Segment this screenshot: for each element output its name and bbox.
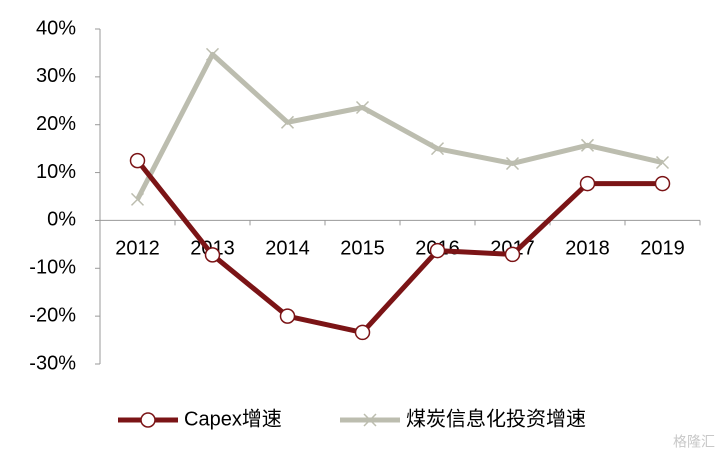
- marker: [429, 242, 446, 259]
- y-tick-label: 0%: [47, 209, 76, 231]
- y-tick-label: 30%: [36, 65, 76, 87]
- x-tick-label: 2014: [265, 238, 310, 260]
- marker: [355, 100, 370, 115]
- marker: [654, 175, 671, 192]
- y-tick-label: -10%: [29, 257, 76, 279]
- y-tick-label: -20%: [29, 304, 76, 326]
- marker: [363, 413, 377, 427]
- x-tick-label: 2019: [640, 238, 685, 260]
- marker: [354, 324, 371, 341]
- watermark: 格隆汇: [673, 434, 715, 450]
- x-tick-label: 2018: [565, 238, 610, 260]
- marker: [579, 175, 596, 192]
- series-line: [135, 51, 664, 201]
- y-tick-label: 40%: [36, 17, 76, 39]
- y-tick-label: 20%: [36, 113, 76, 135]
- marker: [504, 246, 521, 263]
- x-tick-label: 2015: [340, 238, 385, 260]
- x-tick-label: 2012: [115, 238, 160, 260]
- marker: [280, 115, 295, 129]
- y-tick-label: -30%: [29, 352, 76, 374]
- marker: [130, 192, 145, 206]
- marker: [430, 142, 445, 156]
- legend-label: 煤炭信息化投资增速: [406, 407, 586, 430]
- marker: [580, 138, 595, 152]
- series-line: [135, 159, 663, 335]
- marker: [129, 152, 146, 169]
- marker: [279, 308, 296, 324]
- legend-label: Capex增速: [184, 407, 282, 430]
- marker: [505, 156, 520, 171]
- marker: [140, 412, 156, 428]
- y-tick-label: 10%: [36, 161, 76, 183]
- marker: [655, 155, 670, 170]
- marker: [205, 47, 220, 61]
- marker: [204, 247, 221, 263]
